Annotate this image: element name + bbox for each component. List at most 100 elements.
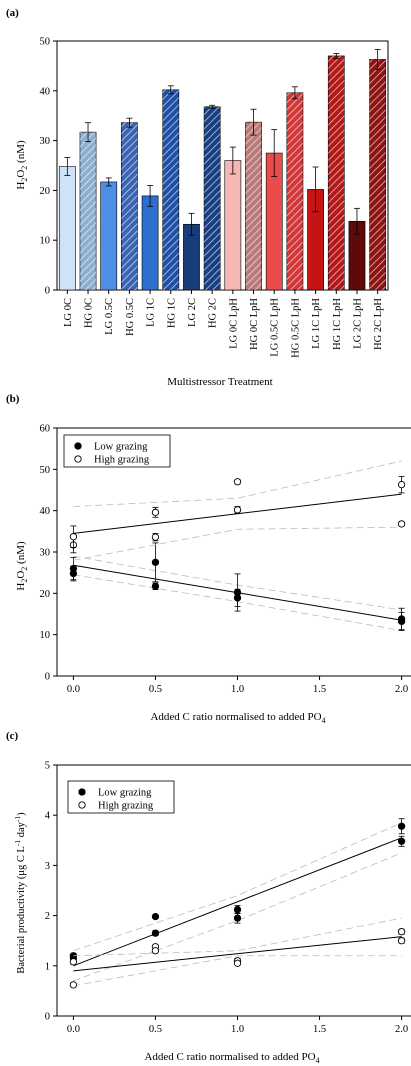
panel-c-low-grazing-fit-line <box>73 837 402 967</box>
panel-a-marks: 0 10 20 30 40 50 LG 0C HG 0C LG 0.5C HG 0.5C LG 1C… <box>40 37 389 358</box>
panel-a-x-tick-label: HG 2C LpH <box>373 298 384 350</box>
panel-a-y-tick-label: 0 <box>45 286 50 297</box>
panel-b-y-tick-label: 30 <box>40 548 51 559</box>
panel-b-y-tick-label: 20 <box>40 589 51 600</box>
panel-c-legend-low-grazing-marker <box>78 788 86 796</box>
panel-a-y-tick-label: 10 <box>40 236 51 247</box>
panel-b-x-tick-label: 1.5 <box>313 684 326 695</box>
panel-c-y-tick-label: 2 <box>45 911 50 922</box>
panel-b-high-grazing-point <box>397 480 406 489</box>
panel-b-legend-high-grazing-label: High grazing <box>94 455 150 466</box>
panel-a-bar-hatch <box>369 59 386 291</box>
panel-c-y-tick-label: 3 <box>45 861 50 872</box>
panel-c-high-grazing-point <box>233 959 242 967</box>
panel-c-low-grazing-point <box>151 912 160 921</box>
panel-a-bar-hatch <box>79 132 97 290</box>
panel-b-marks: 0 10 20 30 40 50 60 0.0 0.5 1.0 1.5 2.0 Low grazing H… <box>40 424 411 695</box>
panel-b-y-axis-label: H2O2 (nM) <box>15 541 29 591</box>
panel-c-low-grazing-ci-upper <box>73 822 402 952</box>
panel-c-legend-high-grazing-marker <box>78 801 86 809</box>
panel-a-x-tick-label: HG 0.5C <box>125 298 136 336</box>
panel-a-bar-hatch <box>204 106 221 291</box>
panel-b-high-grazing-ci-upper <box>73 460 402 507</box>
panel-a-bar-hatch <box>286 92 303 291</box>
panel-a-x-tick-label: LG 0.5C <box>104 298 115 335</box>
panel-b-label: (b) <box>6 393 20 405</box>
panel-a-x-tick-label: HG 1C <box>166 298 177 328</box>
panel-c-y-axis-label: Bacterial productivity (μg C L-1 day-1) <box>13 812 27 974</box>
panel-b-y-tick-label: 60 <box>40 424 51 435</box>
panel-b-x-tick-label: 2.0 <box>395 684 408 695</box>
panel-b-legend-low-grazing-label: Low grazing <box>94 442 148 453</box>
panel-c-legend-box <box>67 780 175 814</box>
panel-a-bar-hatch <box>162 89 179 290</box>
panel-b-low-grazing-point <box>151 558 160 566</box>
panel-b-scatter-chart: (b) 0 10 20 30 40 50 60 0.0 0.5 1.0 1.5 2.0 Low graz… <box>6 393 411 725</box>
panel-c-y-tick-label: 4 <box>45 811 51 822</box>
panel-a-plot-frame <box>56 40 389 291</box>
panel-b-x-tick-label: 0.5 <box>149 684 162 695</box>
panel-b-y-tick-label: 40 <box>40 506 51 517</box>
panel-b-low-grazing-point <box>69 564 78 573</box>
panel-b-x-tick-label: 1.0 <box>231 684 244 695</box>
panel-c-high-grazing-ci-upper <box>73 917 402 957</box>
panel-c-high-grazing-point <box>69 981 78 989</box>
panel-a-label: (a) <box>6 7 19 19</box>
panel-a-x-tick-label: LG 0.5C LpH <box>270 298 281 357</box>
panel-b-y-tick-label: 10 <box>40 630 51 641</box>
panel-a-x-tick-label: HG 0C LpH <box>249 298 260 350</box>
panel-b-legend-box <box>63 434 171 468</box>
panel-a-x-axis-label: Multistressor Treatment <box>167 376 272 388</box>
panel-b-high-grazing-point <box>151 533 160 541</box>
panel-a-y-axis-label: H2O2 (nM) <box>15 140 29 190</box>
panel-a-bar <box>100 181 118 291</box>
panel-b-low-grazing-point <box>151 582 160 590</box>
panel-c-high-grazing-point <box>397 937 406 945</box>
panel-a-x-tick-label: LG 1C <box>146 298 157 327</box>
panel-a-x-tick-label: LG 2C <box>187 298 198 327</box>
panel-a-bar-hatch <box>121 122 138 290</box>
panel-c-scatter-chart: (c) 0 1 2 3 4 5 0.0 0.5 1.0 1.5 2.0 Low grazing High… <box>6 730 411 1065</box>
panel-c-y-tick-label: 0 <box>45 1012 50 1023</box>
panel-c-high-grazing-point <box>69 958 78 966</box>
panel-b-high-grazing-point <box>397 520 406 528</box>
panel-a-y-tick-label: 50 <box>40 37 51 48</box>
panel-a-y-tick-label: 40 <box>40 86 51 97</box>
panel-b-low-grazing-point <box>233 588 242 597</box>
panel-a-x-tick-label: LG 0C <box>63 298 74 327</box>
panel-a-x-tick-label: HG 0.5C LpH <box>290 298 301 358</box>
panel-b-y-tick-label: 50 <box>40 465 51 476</box>
panel-b-x-tick-label: 0.0 <box>67 684 80 695</box>
panel-c-low-grazing-point <box>151 929 160 937</box>
panel-c-x-tick-label: 0.5 <box>149 1024 162 1035</box>
panel-a-bar-hatch <box>245 122 262 290</box>
panel-c-low-grazing-point <box>397 822 406 830</box>
panel-c-x-axis-label: Added C ratio normalised to added PO4 <box>144 1051 319 1065</box>
panel-c-x-tick-label: 0.0 <box>67 1024 80 1035</box>
panel-a-x-tick-label: HG 2C <box>208 298 219 328</box>
panel-b-high-grazing-point <box>151 508 160 516</box>
panel-c-x-tick-label: 1.0 <box>231 1024 244 1035</box>
panel-b-x-axis-label: Added C ratio normalised to added PO4 <box>150 711 325 725</box>
panel-c-legend-low-grazing-label: Low grazing <box>98 788 152 799</box>
panel-c-low-grazing-point <box>397 837 406 845</box>
panel-c-low-grazing-point <box>233 905 242 914</box>
panel-b-legend-high-grazing-marker <box>74 455 82 463</box>
panel-a-x-tick-label: LG 1C LpH <box>311 298 322 349</box>
panel-a-bar <box>224 160 242 291</box>
panel-b-high-grazing-point <box>69 533 78 541</box>
panel-b-legend-low-grazing-marker <box>74 442 82 450</box>
panel-a-bar-chart: (a) 0 10 20 30 40 50 LG 0C HG 0C LG 0.5C HG 0.5C L… <box>6 7 389 388</box>
panel-c-legend-high-grazing-label: High grazing <box>98 801 154 812</box>
panel-a-y-tick-label: 20 <box>40 186 51 197</box>
panel-c-high-grazing-point <box>151 947 160 955</box>
panel-a-x-tick-label: HG 1C LpH <box>332 298 343 350</box>
panel-b-y-tick-label: 0 <box>45 672 50 683</box>
panel-a-x-tick-label: HG 0C <box>84 298 95 328</box>
panel-b-high-grazing-point <box>233 506 242 514</box>
panel-c-y-tick-label: 5 <box>45 761 50 772</box>
panel-c-high-grazing-point <box>397 928 406 936</box>
panel-c-low-grazing-point <box>233 914 242 922</box>
panel-a-bar <box>141 195 159 291</box>
